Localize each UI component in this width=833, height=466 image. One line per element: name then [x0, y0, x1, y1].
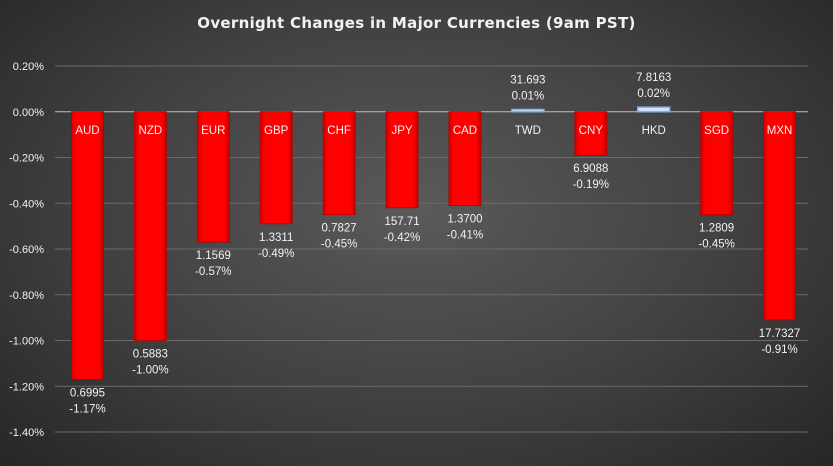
y-tick-label: 0.20%	[13, 61, 44, 73]
category-label: EUR	[201, 125, 225, 137]
rate-label: 1.1569	[196, 250, 231, 262]
bar-cny	[574, 111, 608, 156]
y-tick-label: -1.20%	[9, 381, 44, 393]
bar-eur	[196, 111, 230, 243]
category-label: CNY	[579, 125, 604, 137]
rate-label: 1.3311	[259, 232, 293, 244]
y-tick-label: -1.40%	[9, 427, 44, 439]
category-label: CAD	[453, 125, 477, 137]
rate-label: 1.3700	[447, 214, 482, 226]
data-label: 0.01%	[512, 90, 545, 102]
rate-label: 6.9088	[573, 163, 608, 175]
data-label: -1.00%	[132, 365, 168, 377]
data-label: -0.45%	[321, 239, 357, 251]
data-label: -0.57%	[195, 266, 231, 278]
bar-nzd	[133, 111, 167, 341]
category-label: JPY	[391, 125, 412, 137]
data-label: -0.41%	[447, 230, 483, 242]
rate-label: 157.71	[384, 216, 419, 228]
bar-chf	[322, 111, 356, 216]
data-label: -0.49%	[258, 248, 294, 260]
bar-mxn	[763, 111, 796, 321]
y-tick-label: -0.80%	[9, 290, 44, 302]
bar-aud	[71, 111, 104, 380]
category-label: SGD	[704, 125, 729, 137]
category-label: MXN	[767, 125, 793, 137]
data-label: -0.45%	[698, 239, 734, 251]
data-label: -0.42%	[384, 232, 420, 244]
data-label: -1.17%	[69, 403, 105, 415]
rate-label: 0.6995	[70, 387, 105, 399]
category-label: CHF	[327, 125, 351, 137]
data-label: -0.19%	[573, 179, 609, 191]
y-tick-label: -0.40%	[9, 198, 44, 210]
category-label: TWD	[515, 125, 541, 137]
y-tick-label: 0.00%	[13, 107, 44, 119]
rate-label: 17.7327	[759, 328, 801, 340]
y-tick-label: -0.20%	[9, 153, 44, 165]
category-label: NZD	[139, 125, 163, 137]
bar-hkd	[636, 106, 671, 113]
rate-label: 1.2809	[699, 223, 734, 235]
bar-sgd	[700, 111, 734, 216]
category-label: GBP	[264, 125, 289, 137]
rate-label: 0.7827	[322, 223, 357, 235]
category-label: AUD	[75, 125, 99, 137]
bar-twd	[511, 108, 545, 113]
bar-gbp	[259, 111, 293, 225]
y-tick-label: -0.60%	[9, 244, 44, 256]
data-label: -0.91%	[761, 344, 797, 356]
rate-label: 31.693	[510, 74, 545, 86]
rate-label: 7.8163	[636, 72, 671, 84]
bar-cad	[448, 111, 482, 206]
y-tick-label: -1.00%	[9, 336, 44, 348]
data-label: 0.02%	[637, 88, 670, 100]
bar-jpy	[385, 111, 419, 209]
chart-title: Overnight Changes in Major Currencies (9…	[197, 14, 636, 32]
category-label: HKD	[642, 125, 666, 137]
rate-label: 0.5883	[133, 349, 168, 361]
